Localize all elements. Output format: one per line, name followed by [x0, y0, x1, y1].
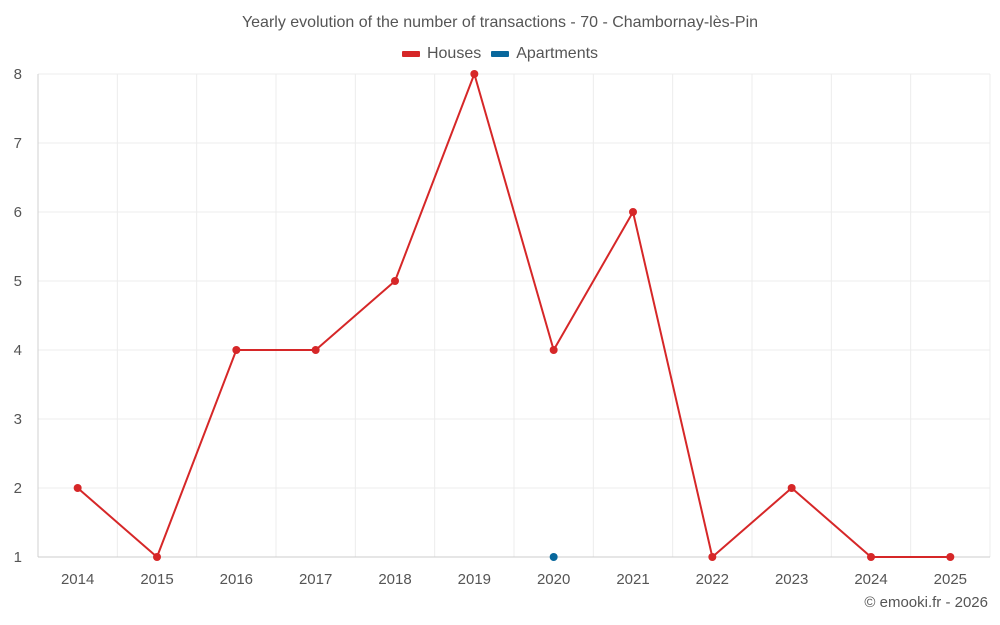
y-tick-label: 7: [14, 135, 22, 152]
data-point-houses[interactable]: [708, 553, 717, 561]
series: [73, 70, 955, 561]
data-point-houses[interactable]: [311, 346, 320, 354]
credit-text: © emooki.fr - 2026: [864, 594, 988, 611]
legend-item-apartments[interactable]: Apartments: [491, 45, 598, 63]
data-point-houses[interactable]: [470, 70, 479, 78]
legend: Houses Apartments: [0, 45, 1000, 63]
x-tick-label: 2019: [458, 571, 491, 588]
legend-label-apartments: Apartments: [516, 45, 599, 62]
data-point-houses[interactable]: [629, 208, 637, 216]
y-tick-label: 2: [14, 480, 22, 497]
data-point-houses[interactable]: [73, 484, 82, 492]
legend-item-houses[interactable]: Houses: [401, 45, 482, 63]
data-point-houses[interactable]: [549, 346, 558, 354]
legend-swatch-apartments: [491, 51, 510, 57]
y-tick-label: 3: [14, 411, 22, 428]
chart-title: Yearly evolution of the number of transa…: [241, 14, 759, 31]
data-point-apartments[interactable]: [549, 553, 558, 561]
data-point-houses[interactable]: [867, 553, 875, 561]
x-tick-label: 2024: [854, 571, 887, 588]
x-tick-label: 2020: [537, 571, 570, 588]
legend-swatch-houses: [401, 51, 420, 57]
x-tick-label: 2022: [696, 571, 729, 588]
data-point-houses[interactable]: [946, 553, 955, 561]
y-tick-label: 4: [14, 342, 22, 359]
data-point-houses[interactable]: [232, 346, 241, 354]
x-tick-label: 2023: [775, 571, 808, 588]
y-tick-label: 1: [14, 549, 22, 566]
data-point-houses[interactable]: [391, 277, 399, 285]
x-tick-label: 2014: [61, 571, 94, 588]
x-tick-label: 2018: [378, 571, 411, 588]
x-tick-label: 2025: [934, 571, 967, 588]
y-tick-label: 8: [14, 66, 22, 83]
x-tick-label: 2017: [299, 571, 332, 588]
data-point-houses[interactable]: [787, 484, 796, 492]
grid: [37, 73, 991, 557]
x-tick-label: 2021: [616, 571, 649, 588]
y-tick-label: 6: [14, 204, 22, 221]
series-line-houses: [77, 73, 951, 558]
axes: 1 2 3 4 5 6 7 8 2014 2015 2016 2017 2018 2019 2020 2021…: [14, 66, 990, 588]
legend-label-houses: Houses: [426, 45, 482, 62]
x-tick-label: 2015: [140, 571, 173, 588]
y-tick-label: 5: [14, 273, 22, 290]
x-tick-label: 2016: [220, 571, 253, 588]
data-point-houses[interactable]: [153, 553, 161, 561]
